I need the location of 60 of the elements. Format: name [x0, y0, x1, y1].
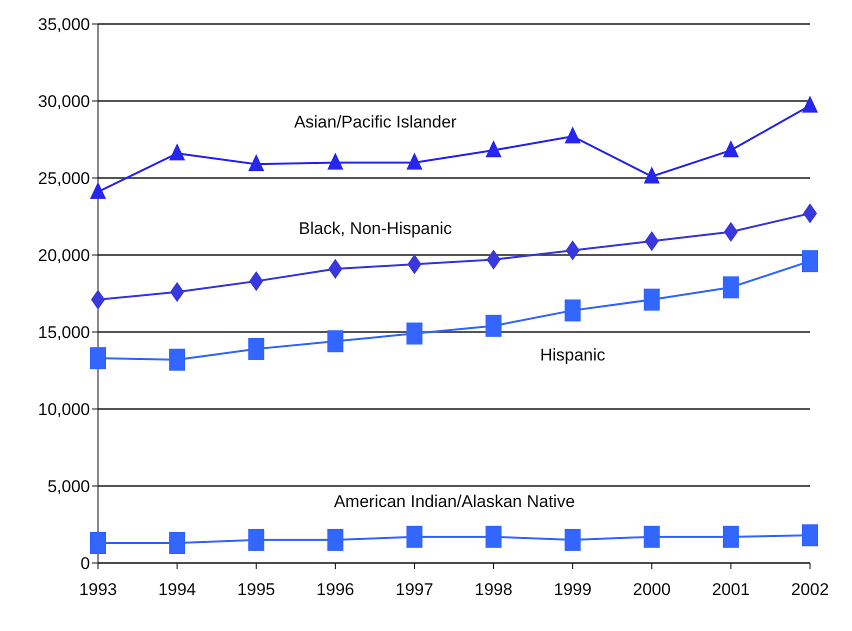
x-tick-label: 1994	[158, 580, 196, 600]
x-tick-label: 2000	[632, 580, 671, 600]
point	[170, 282, 184, 302]
series-label: American Indian/Alaskan Native	[334, 492, 575, 511]
y-tick-label: 10,000	[38, 400, 90, 420]
y-tick-label: 5,000	[47, 477, 90, 496]
point	[644, 288, 660, 311]
point	[327, 528, 344, 551]
x-tick-label: 2001	[712, 580, 750, 600]
y-tick-label: 0	[80, 554, 90, 574]
point	[644, 526, 660, 548]
point	[249, 271, 264, 292]
series-label: Asian/Pacific Islander	[294, 112, 457, 132]
point	[406, 322, 422, 345]
point	[169, 143, 186, 160]
point	[407, 254, 422, 274]
y-tick-label: 30,000	[38, 92, 90, 112]
y-tick-label: 25,000	[38, 169, 90, 188]
point	[327, 152, 344, 170]
point	[564, 126, 581, 144]
x-tick-label: 1996	[316, 580, 354, 600]
point	[644, 166, 660, 184]
y-tick-label: 35,000	[38, 15, 90, 34]
point	[802, 524, 818, 546]
y-tick-label: 15,000	[38, 323, 90, 342]
point	[248, 154, 264, 172]
point	[566, 240, 580, 260]
point	[802, 250, 818, 272]
point	[722, 526, 739, 548]
point	[327, 330, 344, 352]
point	[406, 152, 422, 170]
point	[722, 276, 739, 298]
point	[486, 314, 502, 337]
y-tick-label: 20,000	[38, 246, 90, 266]
series-label: Hispanic	[540, 345, 606, 364]
point	[406, 526, 422, 548]
point	[90, 182, 106, 199]
x-tick-label: 1998	[474, 580, 512, 600]
x-tick-label: 1995	[237, 580, 276, 600]
point	[564, 299, 581, 322]
point	[169, 532, 186, 554]
point	[564, 528, 581, 551]
point	[486, 250, 501, 270]
x-tick-label: 1997	[396, 580, 434, 600]
point	[722, 140, 739, 158]
series-label: Black, Non-Hispanic	[298, 218, 452, 238]
point	[248, 338, 264, 360]
point	[486, 526, 502, 548]
x-tick-label: 2002	[791, 580, 829, 600]
point	[802, 96, 818, 113]
point	[724, 222, 738, 242]
point	[90, 532, 106, 554]
x-tick-label: 1999	[554, 580, 592, 600]
point	[248, 528, 264, 551]
point	[486, 140, 502, 158]
x-tick-label: 1993	[79, 580, 117, 600]
point	[328, 258, 342, 279]
point	[90, 347, 106, 370]
point	[644, 231, 659, 252]
point	[169, 348, 186, 371]
